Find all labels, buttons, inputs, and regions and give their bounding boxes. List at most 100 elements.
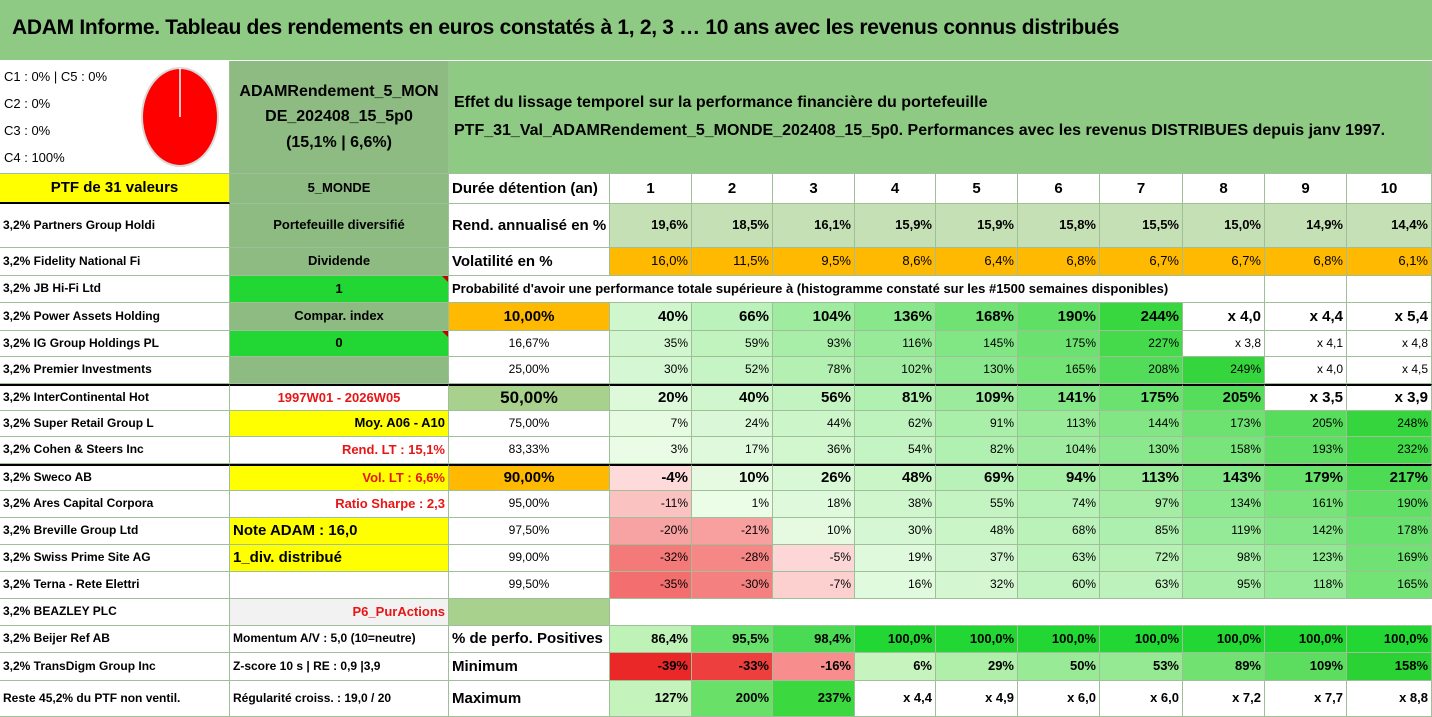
- stat-value: 89%: [1183, 653, 1265, 681]
- info-cell: Portefeuille diversifié: [230, 204, 449, 248]
- prob-value: 81%: [855, 384, 936, 411]
- prob-value: 63%: [1018, 545, 1100, 572]
- stat-value: x 6,0: [1100, 681, 1183, 717]
- prob-value: 68%: [1018, 518, 1100, 545]
- year-header: 4: [855, 174, 936, 204]
- year-header: 10: [1347, 174, 1432, 204]
- prob-threshold: 90,00%: [449, 464, 610, 491]
- effect-line2: PTF_31_Val_ADAMRendement_5_MONDE_202408_…: [454, 122, 1386, 139]
- year-header: 3: [773, 174, 855, 204]
- prob-value: -11%: [610, 491, 692, 518]
- holding-row: 3,2% Premier Investments: [0, 357, 230, 384]
- legend-line: C2 : 0%: [4, 96, 51, 111]
- info-cell: Note ADAM : 16,0: [230, 518, 449, 545]
- fund-name-line3: (15,1% | 6,6%): [286, 133, 392, 151]
- composition-legend: C1 : 0% | C5 : 0% C2 : 0% C3 : 0% C4 : 100%: [0, 61, 230, 174]
- prob-value: 144%: [1100, 411, 1183, 437]
- prob-value: 249%: [1183, 357, 1265, 384]
- vol-label: Volatilité en %: [449, 248, 610, 276]
- prob-value: -35%: [610, 572, 692, 599]
- prob-value: 40%: [610, 303, 692, 331]
- stat-value: -39%: [610, 653, 692, 681]
- prob-value: 130%: [1100, 437, 1183, 464]
- rend-value: 18,5%: [692, 204, 773, 248]
- prob-value: 60%: [1018, 572, 1100, 599]
- prob-value: 85%: [1100, 518, 1183, 545]
- prob-value: 56%: [773, 384, 855, 411]
- prob-value: 40%: [692, 384, 773, 411]
- blank-area: [610, 599, 1432, 626]
- holding-row: 3,2% Power Assets Holding: [0, 303, 230, 331]
- stat-value: 95,5%: [692, 626, 773, 653]
- holding-row: 3,2% Ares Capital Corpora: [0, 491, 230, 518]
- holding-row: 3,2% Partners Group Holdi: [0, 204, 230, 248]
- stat-value: x 4,4: [855, 681, 936, 717]
- holding-row: 3,2% Swiss Prime Site AG: [0, 545, 230, 572]
- effect-description: Effet du lissage temporel sur la perform…: [449, 61, 1432, 174]
- stat-value: x 7,7: [1265, 681, 1347, 717]
- prob-value: x 4,0: [1183, 303, 1265, 331]
- stat-value: 109%: [1265, 653, 1347, 681]
- year-header: 8: [1183, 174, 1265, 204]
- prob-value: 1%: [692, 491, 773, 518]
- prob-threshold: 83,33%: [449, 437, 610, 464]
- prob-value: 59%: [692, 331, 773, 357]
- holding-row: Reste 45,2% du PTF non ventil.: [0, 681, 230, 717]
- prob-value: 66%: [692, 303, 773, 331]
- prob-value: 32%: [936, 572, 1018, 599]
- prob-value: 24%: [692, 411, 773, 437]
- holding-row: 3,2% Super Retail Group L: [0, 411, 230, 437]
- prob-value: x 4,5: [1347, 357, 1432, 384]
- stat-value: 29%: [936, 653, 1018, 681]
- prob-value: 26%: [773, 464, 855, 491]
- prob-threshold: 75,00%: [449, 411, 610, 437]
- stat-value: 127%: [610, 681, 692, 717]
- prob-value: 248%: [1347, 411, 1432, 437]
- prob-value: 36%: [773, 437, 855, 464]
- prob-value: 37%: [936, 545, 1018, 572]
- prob-threshold: 99,00%: [449, 545, 610, 572]
- rend-value: 15,0%: [1183, 204, 1265, 248]
- prob-value: 82%: [936, 437, 1018, 464]
- prob-value: 178%: [1347, 518, 1432, 545]
- prob-value: 18%: [773, 491, 855, 518]
- stat-value: 6%: [855, 653, 936, 681]
- prob-value: -32%: [610, 545, 692, 572]
- prob-value: 205%: [1265, 411, 1347, 437]
- prob-value: 95%: [1183, 572, 1265, 599]
- blank-cell: [449, 599, 610, 626]
- prob-value: 119%: [1183, 518, 1265, 545]
- holding-row: 3,2% JB Hi-Fi Ltd: [0, 276, 230, 303]
- prob-value: -30%: [692, 572, 773, 599]
- blank-cell: [1265, 276, 1347, 303]
- stat-value: 100,0%: [1265, 626, 1347, 653]
- prob-value: 116%: [855, 331, 936, 357]
- effect-line1: Effet du lissage temporel sur la perform…: [454, 94, 988, 111]
- legend-line: C3 : 0%: [4, 123, 51, 138]
- prob-value: 145%: [936, 331, 1018, 357]
- info-cell: 1997W01 - 2026W05: [230, 384, 449, 411]
- vol-value: 11,5%: [692, 248, 773, 276]
- holding-row: 3,2% Sweco AB: [0, 464, 230, 491]
- prob-threshold: 95,00%: [449, 491, 610, 518]
- prob-value: x 4,1: [1265, 331, 1347, 357]
- fund-name-cell: ADAMRendement_5_MON DE_202408_15_5p0 (15,1…: [230, 61, 449, 174]
- info-cell: Moy. A06 - A10: [230, 411, 449, 437]
- prob-value: 10%: [692, 464, 773, 491]
- prob-value: 217%: [1347, 464, 1432, 491]
- stat-value: 98,4%: [773, 626, 855, 653]
- pie-chart-icon: [141, 67, 219, 167]
- info-cell: 1: [230, 276, 449, 303]
- prob-value: 94%: [1018, 464, 1100, 491]
- prob-value: 19%: [855, 545, 936, 572]
- stat-label: Minimum: [449, 653, 610, 681]
- vol-value: 6,7%: [1183, 248, 1265, 276]
- year-header: 5: [936, 174, 1018, 204]
- prob-value: 52%: [692, 357, 773, 384]
- blank-cell: [1347, 276, 1432, 303]
- prob-threshold: 99,50%: [449, 572, 610, 599]
- prob-value: 141%: [1018, 384, 1100, 411]
- stat-value: 100,0%: [1018, 626, 1100, 653]
- holding-row: 3,2% Breville Group Ltd: [0, 518, 230, 545]
- prob-value: 91%: [936, 411, 1018, 437]
